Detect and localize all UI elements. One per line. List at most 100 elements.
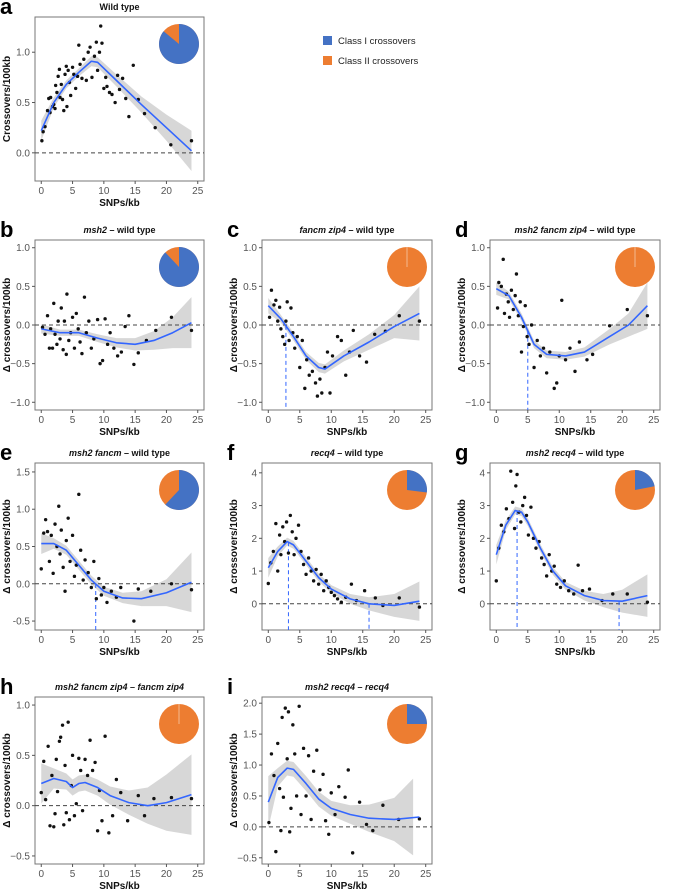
data-point (53, 522, 57, 526)
legend-label-class2: Class II crossovers (338, 56, 418, 67)
x-tick-label: 10 (326, 869, 338, 880)
x-tick-label: 0 (38, 415, 44, 426)
data-point (279, 552, 283, 557)
panel-title: msh2 fancm zip4 – fancm zip4 (55, 682, 184, 692)
data-point (364, 360, 369, 364)
data-point (100, 41, 104, 45)
data-point (88, 738, 92, 742)
data-point (313, 381, 318, 385)
data-point (519, 350, 524, 354)
data-point (53, 106, 57, 111)
title-comparison: – wild type (587, 225, 636, 235)
panel-d: d msh2 fancm zip4 – wild type 0 5 10 15 20 25 −1… (455, 217, 661, 438)
data-point (590, 352, 595, 357)
y-tick-label: 1.0 (16, 48, 30, 59)
data-point (99, 593, 104, 597)
data-point (509, 288, 514, 292)
x-tick-label: 15 (585, 635, 597, 646)
data-point (294, 794, 299, 798)
y-tick-label: 1.0 (471, 243, 485, 254)
data-point (521, 324, 526, 329)
data-point (558, 585, 563, 590)
data-point (53, 811, 57, 816)
data-point (90, 768, 95, 773)
data-point (534, 546, 538, 550)
loess-fit-line (495, 509, 648, 602)
data-point (504, 507, 509, 511)
data-point (274, 298, 278, 302)
data-point (62, 823, 66, 827)
data-point (110, 92, 114, 97)
data-point (66, 68, 70, 73)
data-point (514, 272, 519, 276)
data-point (68, 93, 73, 98)
data-point (127, 314, 131, 318)
data-point (92, 559, 96, 564)
data-point (304, 572, 308, 577)
data-point (60, 723, 65, 727)
data-point (105, 84, 109, 89)
data-point (63, 72, 67, 77)
data-point (281, 334, 285, 339)
data-point (189, 796, 194, 801)
data-point (123, 324, 127, 329)
y-tick-label: 1 (251, 567, 257, 578)
data-point (284, 520, 289, 524)
x-tick-label: 15 (357, 415, 369, 426)
data-point (70, 315, 75, 319)
y-tick-label: 3 (479, 501, 485, 512)
data-point (48, 327, 53, 331)
data-point (290, 530, 294, 534)
title-genotype: fancm zip4 (299, 225, 346, 235)
x-tick-label: 5 (70, 415, 76, 426)
y-tick-label: 0.0 (243, 321, 257, 332)
data-point (296, 523, 301, 527)
data-point (127, 114, 131, 119)
x-tick-label: 10 (98, 415, 110, 426)
data-point (115, 354, 120, 358)
x-tick-label: 5 (297, 635, 303, 646)
data-point (78, 768, 83, 773)
data-point (321, 772, 325, 777)
data-point (315, 394, 320, 398)
pie-class1-slice (407, 470, 427, 493)
data-point (506, 300, 510, 304)
x-tick-label: 20 (389, 415, 401, 426)
data-point (274, 521, 278, 526)
data-point (350, 851, 355, 855)
data-point (80, 808, 85, 813)
data-point (85, 773, 90, 778)
data-point (58, 337, 62, 341)
data-point (70, 65, 75, 70)
data-point (55, 342, 59, 347)
data-point (97, 576, 101, 581)
data-point (272, 773, 276, 778)
data-point (397, 314, 401, 318)
data-point (293, 752, 297, 756)
loess-fit-line (495, 287, 648, 357)
data-point (132, 362, 136, 367)
panel-letter: b (0, 217, 13, 242)
data-point (307, 373, 311, 377)
data-point (286, 710, 291, 714)
data-point (285, 300, 289, 304)
data-point (567, 589, 571, 593)
x-axis-label: SNPs/kb (555, 647, 596, 658)
data-point (535, 338, 539, 343)
data-point (526, 533, 531, 537)
x-tick-label: 25 (192, 186, 204, 197)
x-tick-label: 10 (98, 869, 110, 880)
data-point (65, 292, 69, 296)
loess-fit-line (41, 542, 192, 600)
data-point (538, 354, 543, 358)
x-tick-label: 20 (161, 869, 173, 880)
data-point (63, 763, 67, 768)
title-comparison: – wild type (335, 448, 384, 458)
data-point (68, 559, 72, 564)
data-point (66, 720, 70, 724)
data-point (524, 513, 529, 518)
panel-letter: e (0, 440, 12, 465)
data-point (343, 795, 347, 799)
y-axis-label: Δ crossovers/100kb (229, 278, 240, 372)
data-point (288, 513, 293, 518)
